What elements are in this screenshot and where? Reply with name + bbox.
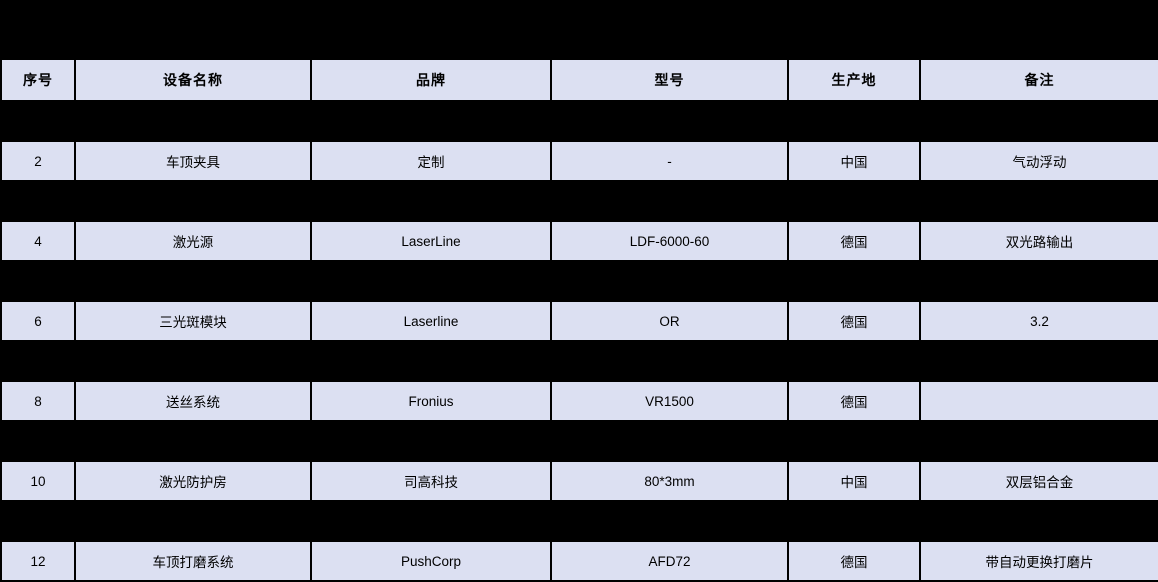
table-cell: 3.2 (919, 300, 1158, 342)
equipment-table: 序号 设备名称 品牌 型号 生产地 备注 2 车顶夹具 定制 - 中国 气动浮动 4 激光源 LaserL… (0, 58, 1158, 582)
table-cell (74, 100, 312, 142)
table-cell (787, 260, 921, 302)
hidden-row (0, 340, 1158, 382)
table-cell (787, 340, 921, 382)
header-cell: 型号 (550, 58, 789, 102)
table-row: 6 三光斑模块 Laserline OR 德国 3.2 (0, 300, 1158, 342)
table-cell: 4 (0, 220, 76, 262)
table-cell (0, 420, 76, 462)
table-cell (787, 100, 921, 142)
table-row: 8 送丝系统 Fronius VR1500 德国 (0, 380, 1158, 422)
table-cell: 中国 (787, 140, 921, 182)
table-cell: AFD72 (550, 540, 789, 582)
table-cell (787, 500, 921, 542)
table-cell: - (550, 140, 789, 182)
table-cell (550, 180, 789, 222)
table-cell: LDF-6000-60 (550, 220, 789, 262)
table-cell (310, 420, 552, 462)
header-cell: 品牌 (310, 58, 552, 102)
table-cell (74, 260, 312, 302)
table-cell: 6 (0, 300, 76, 342)
table-header: 序号 设备名称 品牌 型号 生产地 备注 (0, 58, 1158, 102)
table-cell: LaserLine (310, 220, 552, 262)
table-cell: OR (550, 300, 789, 342)
hidden-row (0, 260, 1158, 302)
table-cell (74, 340, 312, 382)
table-cell (919, 260, 1158, 302)
table-cell (310, 100, 552, 142)
table-cell: 10 (0, 460, 76, 502)
table-cell (0, 180, 76, 222)
table-cell: 德国 (787, 220, 921, 262)
header-cell: 设备名称 (74, 58, 312, 102)
table-row: 2 车顶夹具 定制 - 中国 气动浮动 (0, 140, 1158, 182)
table-cell (550, 260, 789, 302)
table-cell: 德国 (787, 540, 921, 582)
table-cell (550, 500, 789, 542)
table-cell: 司高科技 (310, 460, 552, 502)
header-cell: 生产地 (787, 58, 921, 102)
table-cell (74, 500, 312, 542)
table-cell: 中国 (787, 460, 921, 502)
table-cell (919, 420, 1158, 462)
header-cell: 备注 (919, 58, 1158, 102)
table-row: 12 车顶打磨系统 PushCorp AFD72 德国 带自动更换打磨片 (0, 540, 1158, 582)
table-cell (0, 100, 76, 142)
table-row: 4 激光源 LaserLine LDF-6000-60 德国 双光路输出 (0, 220, 1158, 262)
table-cell (310, 500, 552, 542)
table-cell (550, 100, 789, 142)
table-cell: 激光源 (74, 220, 312, 262)
hidden-row (0, 100, 1158, 142)
table-cell (787, 420, 921, 462)
table-cell: 德国 (787, 300, 921, 342)
table-cell (787, 180, 921, 222)
hidden-row (0, 420, 1158, 462)
table-cell: 双光路输出 (919, 220, 1158, 262)
table-cell: VR1500 (550, 380, 789, 422)
table-cell (550, 340, 789, 382)
table-cell: 双层铝合金 (919, 460, 1158, 502)
table-cell: 德国 (787, 380, 921, 422)
table-cell: 三光斑模块 (74, 300, 312, 342)
table-cell (919, 500, 1158, 542)
table-cell: 2 (0, 140, 76, 182)
table-cell (74, 420, 312, 462)
hidden-row (0, 180, 1158, 222)
table-cell (0, 260, 76, 302)
table-cell (74, 180, 312, 222)
table-cell (919, 180, 1158, 222)
table-cell: 送丝系统 (74, 380, 312, 422)
table-cell: Laserline (310, 300, 552, 342)
table-cell (550, 420, 789, 462)
table-cell: 定制 (310, 140, 552, 182)
hidden-row (0, 500, 1158, 542)
table-cell (919, 100, 1158, 142)
table-cell: PushCorp (310, 540, 552, 582)
table-cell: 激光防护房 (74, 460, 312, 502)
table-cell: 车顶夹具 (74, 140, 312, 182)
table-cell (310, 340, 552, 382)
table-cell: 气动浮动 (919, 140, 1158, 182)
table-cell: 12 (0, 540, 76, 582)
table-cell: 带自动更换打磨片 (919, 540, 1158, 582)
table-cell: 8 (0, 380, 76, 422)
table-body: 2 车顶夹具 定制 - 中国 气动浮动 4 激光源 LaserLine LDF-6000-60 德国… (0, 100, 1158, 582)
header-cell: 序号 (0, 58, 76, 102)
table-cell (919, 380, 1158, 422)
table-cell: 80*3mm (550, 460, 789, 502)
header-row: 序号 设备名称 品牌 型号 生产地 备注 (0, 58, 1158, 102)
table-cell (0, 500, 76, 542)
table-cell (310, 260, 552, 302)
table-cell (0, 340, 76, 382)
table-cell: 车顶打磨系统 (74, 540, 312, 582)
table-cell (310, 180, 552, 222)
table-cell (919, 340, 1158, 382)
table-row: 10 激光防护房 司高科技 80*3mm 中国 双层铝合金 (0, 460, 1158, 502)
equipment-table-container: 序号 设备名称 品牌 型号 生产地 备注 2 车顶夹具 定制 - 中国 气动浮动 4 激光源 LaserL… (0, 58, 1158, 582)
table-cell: Fronius (310, 380, 552, 422)
